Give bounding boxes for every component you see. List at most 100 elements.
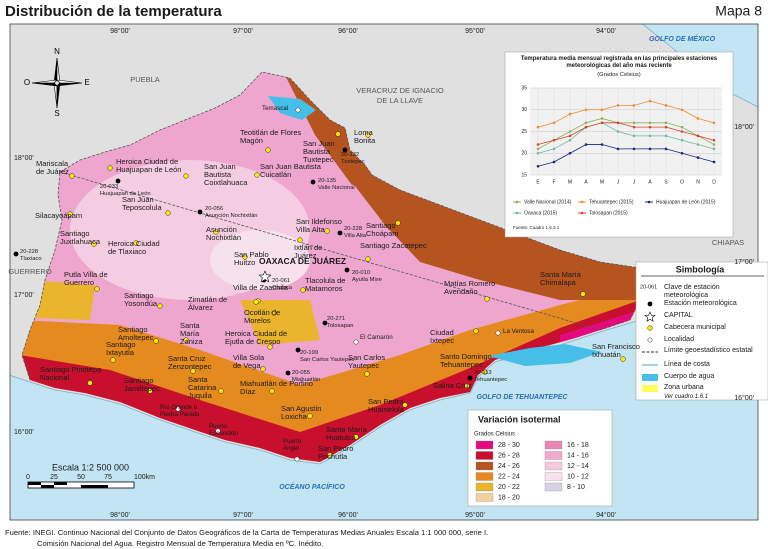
place-label: Teotitlán de Flores Magón [240,128,302,145]
capital-star [258,270,272,283]
region-label: GUERRERO [8,267,52,276]
place-label: San Pedro Huamelula [368,397,404,414]
isotherm-swatch [544,461,563,471]
municipal-seat [265,147,271,153]
scale-bar [27,481,135,489]
place-label: Zimatlán de Álvarez [188,295,228,312]
municipal-seat [183,337,189,343]
isotherm-label: 24 - 26 [498,463,520,470]
inset-x-tick-label: M [568,179,572,185]
weather-station [322,320,328,326]
north-arrow [31,57,83,109]
inset-point [712,138,716,142]
inset-legend-swatch [515,200,519,204]
weather-station [13,251,19,257]
inset-y-tick-label: 15 [521,172,527,178]
municipal-seat [254,172,260,178]
inset-point [536,143,540,146]
coordinate-label: 97°00' [233,511,253,519]
compass-letter: O [24,78,30,87]
scale-tick-label: 50 [77,474,85,481]
inset-x-tick-label: N [696,179,700,185]
legend-label: Línea de costa [664,361,710,368]
station-name: Tehuantepec [474,376,508,383]
inset-point [584,121,588,125]
weather-station [285,370,291,376]
legend-title: Simbología [676,264,725,274]
inset-legend-swatch [647,200,651,204]
isotherm-swatch [544,440,563,450]
inset-legend-label: Tehuantepec (2015) [589,199,634,205]
locality [175,406,181,412]
legend-label: Cabecera municipal [664,324,726,331]
inset-point [696,156,700,159]
inset-x-tick-label: J [617,179,620,185]
place-label: Santiago Pinotepa Nacional [40,365,102,382]
inset-point [632,147,636,151]
municipal-seat [253,299,259,305]
place-label: Santa María Zaniza [180,321,203,346]
map-number: Mapa 8 [715,3,762,19]
place-label: Tlacolula de Matamoros [305,276,346,293]
zone [240,300,320,345]
inset-x-tick-label: O [680,179,684,185]
station-code: 20-113 [474,370,492,376]
inset-x-tick-label: F [552,179,555,185]
scale-segment [28,482,41,485]
inset-legend-swatch [580,211,584,215]
coordinate-label: 17°00' [734,258,754,266]
map-title: Distribución de la temperatura [5,3,222,20]
zone [22,300,640,462]
scale-tick-label: 100km [134,474,155,481]
weather-station [344,267,350,273]
place-label: Putla Villa de Guerrero [64,270,108,287]
municipal-seat [324,228,330,234]
inset-point [568,151,572,155]
region-label: GOLFO DE TEHUANTEPEC [476,394,568,401]
legend-label: Cuerpo de agua [664,373,715,380]
inset-point [616,130,620,133]
legend-symbol [647,325,653,331]
inset-point [632,125,636,129]
place-label: San Juan Bautista Cuicatlán [260,162,321,179]
municipal-seat [297,237,303,243]
zone [210,230,310,290]
inset-point [664,134,668,138]
inset-point [664,104,668,107]
isotherm-label: 28 - 30 [498,442,520,449]
place-label: Heroica Ciudad de Ejutla de Crespo [225,329,288,346]
municipal-seat [327,452,333,458]
coordinate-label: 18°00' [14,154,34,162]
legend-label: CAPITAL [664,312,693,319]
municipal-seat [242,254,248,260]
locality-label: Puerto Escondido [209,423,238,437]
inset-point [632,134,636,138]
inset-point [648,134,652,138]
locality-label: Temascal [262,105,289,112]
inset-x-tick-label: D [712,179,716,185]
inset-point [568,112,572,116]
place-label: Santo Domingo Tehuantepec [440,352,492,369]
municipal-seat [67,211,73,217]
isotherm-label: 26 - 28 [498,452,520,459]
locality-label: El Camarón [360,334,393,341]
region-label: PUEBLA [130,75,160,84]
inset-point [600,108,604,112]
municipal-seat [94,286,100,292]
locality [353,339,359,345]
station-code: 20-056 [205,206,224,212]
isotherm-swatch [475,472,494,481]
footer-source: Fuente: INEGI. Continuo Nacional del Con… [5,528,488,537]
region-label: OCÉANO PACÍFICO [279,482,345,491]
locality [215,428,221,434]
coordinate-label: 94°00' [596,511,616,519]
compass-letter: E [84,78,89,87]
place-label: Loma Bonita [354,128,376,145]
place-label: Ciudad Ixtepec [430,328,455,345]
inset-y-tick-label: 25 [521,129,527,135]
municipal-seat [153,338,159,344]
legend-note: Ver cuadro 1.6.1 [664,394,709,400]
zone [285,75,380,185]
inset-point [552,121,556,125]
